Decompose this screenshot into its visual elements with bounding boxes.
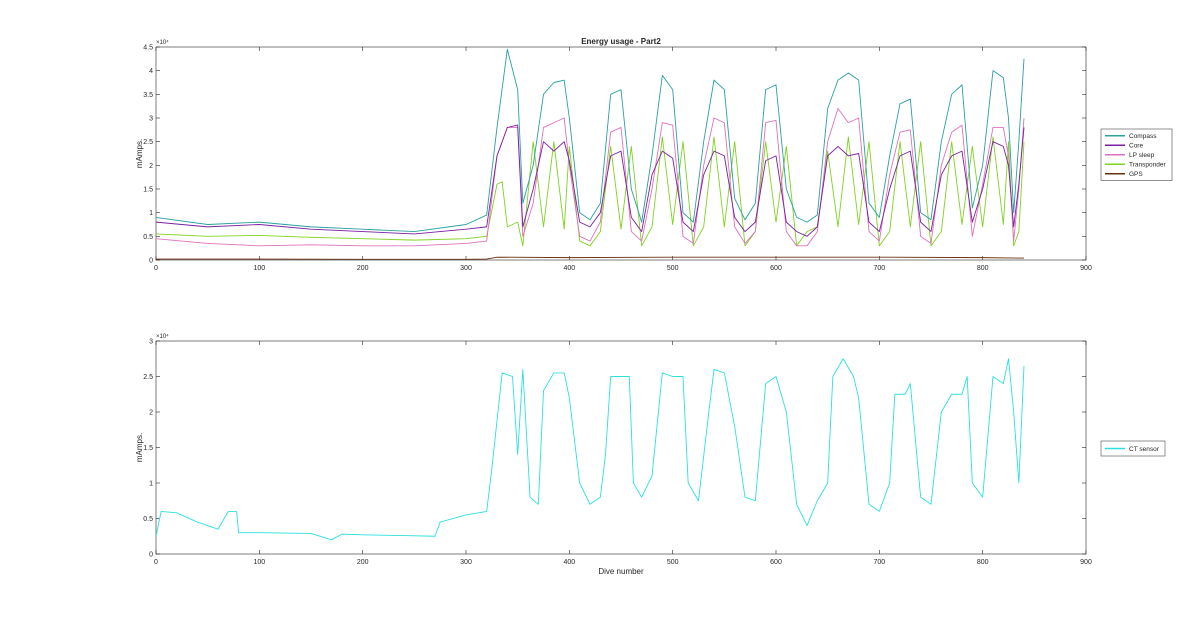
plot-area-frame [155, 340, 1087, 555]
y-tick-label: 2 [149, 410, 153, 417]
y-tick-label: 4.5 [143, 45, 153, 52]
y-tick-label: 0.5 [143, 234, 153, 241]
x-tick-label: 300 [460, 559, 472, 566]
series-line-transponder [156, 136, 1025, 247]
x-tick-label: 900 [1080, 559, 1092, 566]
y-tick-label: 4 [149, 68, 153, 75]
y-tick-label: 2 [149, 163, 153, 170]
legend-entry-transponder: Transponder [1129, 162, 1166, 169]
x-tick-label: 100 [253, 265, 265, 272]
legend-box [1100, 440, 1166, 457]
x-tick-label: 100 [253, 559, 265, 566]
y-tick-label: 3 [149, 116, 153, 123]
y-exponent-label: ×10⁴ [156, 39, 169, 46]
x-tick-label: 800 [977, 265, 989, 272]
y-tick-label: 3.5 [143, 92, 153, 99]
x-tick-label: 700 [873, 559, 885, 566]
series-line-gps [156, 256, 1025, 260]
x-tick-label: 400 [563, 265, 575, 272]
y-tick-label: 1 [149, 210, 153, 217]
y-axis-label: mAmps. [135, 433, 144, 462]
x-tick-label: 300 [460, 265, 472, 272]
x-tick-label: 700 [873, 265, 885, 272]
y-axis-label: mAmps. [135, 139, 144, 168]
x-tick-label: 200 [357, 265, 369, 272]
legend: CT sensor [1100, 440, 1166, 457]
x-tick-label: 800 [977, 559, 989, 566]
y-tick-label: 0 [149, 258, 153, 265]
y-tick-label: 1 [149, 481, 153, 488]
legend-entry-core: Core [1129, 143, 1143, 150]
y-tick-label: 1.5 [143, 187, 153, 194]
series-line-core [156, 124, 1025, 237]
legend-entry-ct-sensor: CT sensor [1129, 446, 1160, 453]
x-tick-label: 600 [770, 265, 782, 272]
legend-entry-compass: Compass [1129, 133, 1157, 140]
series-line-compass [156, 48, 1025, 233]
legend: Compass Core LP sleep Transponder GPS [1100, 128, 1173, 181]
series-line-ct-sensor [156, 358, 1025, 541]
series-group [156, 48, 1025, 260]
y-tick-label: 0.5 [143, 516, 153, 523]
chart-title: Energy usage - Part2 [581, 37, 661, 46]
x-axis-label: Dive number [598, 567, 644, 576]
bottom-plot: 0 100 200 300 400 500 600 700 800 900 0 0.5 1 1.5 2 2.5… [135, 333, 1166, 576]
x-tick-label: 400 [563, 559, 575, 566]
x-tick-label: 900 [1080, 265, 1092, 272]
y-tick-label: 2.5 [143, 374, 153, 381]
y-tick-label: 3 [149, 339, 153, 346]
x-tick-label: 0 [154, 559, 158, 566]
y-exponent-label: ×10⁴ [156, 333, 169, 340]
y-tick-label: 2.5 [143, 139, 153, 146]
x-tick-label: 0 [154, 265, 158, 272]
y-tick-label: 1.5 [143, 445, 153, 452]
y-tick-label: 0 [149, 552, 153, 559]
x-tick-label: 500 [667, 265, 679, 272]
series-group [156, 358, 1025, 541]
x-tick-label: 200 [357, 559, 369, 566]
x-tick-label: 500 [667, 559, 679, 566]
legend-entry-lp-sleep: LP sleep [1129, 152, 1155, 159]
legend-entry-gps: GPS [1129, 171, 1143, 178]
x-tick-label: 600 [770, 559, 782, 566]
top-plot: 0 100 200 300 400 500 600 700 800 900 0 0.5 1 1.5 2 2.5… [135, 37, 1173, 272]
